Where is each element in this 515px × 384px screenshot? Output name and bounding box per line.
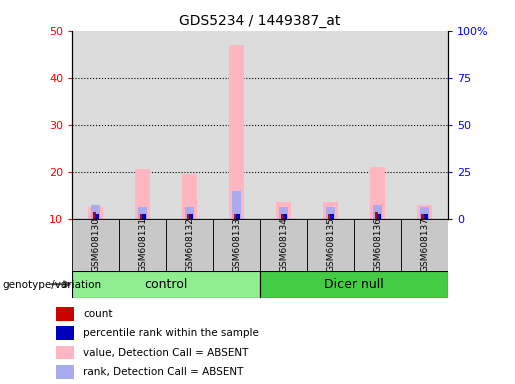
Bar [281, 214, 284, 219]
Title: GDS5234 / 1449387_at: GDS5234 / 1449387_at [179, 14, 341, 28]
Bar [233, 214, 237, 219]
Bar [370, 167, 385, 219]
Text: GSM608134: GSM608134 [279, 217, 288, 272]
Bar [140, 214, 143, 219]
Text: GSM608135: GSM608135 [326, 217, 335, 272]
Text: GSM608130: GSM608130 [91, 217, 100, 272]
Bar [56, 346, 74, 359]
FancyBboxPatch shape [72, 271, 260, 298]
Bar [330, 214, 334, 219]
Text: control: control [144, 278, 188, 291]
Bar [93, 212, 96, 219]
FancyBboxPatch shape [119, 219, 166, 271]
FancyBboxPatch shape [213, 219, 260, 271]
Bar [373, 205, 382, 219]
Bar [323, 202, 338, 219]
Bar [182, 174, 197, 219]
Bar [279, 207, 288, 219]
Bar [276, 202, 291, 219]
FancyBboxPatch shape [166, 219, 213, 271]
Bar [420, 207, 429, 219]
Text: GSM608136: GSM608136 [373, 217, 382, 272]
FancyBboxPatch shape [354, 219, 401, 271]
Text: GSM608137: GSM608137 [420, 217, 429, 272]
Text: GSM608131: GSM608131 [138, 217, 147, 272]
FancyBboxPatch shape [260, 219, 307, 271]
Text: value, Detection Call = ABSENT: value, Detection Call = ABSENT [83, 348, 249, 358]
Bar [283, 214, 287, 219]
Bar [185, 207, 194, 219]
Bar [421, 214, 425, 219]
Bar [377, 214, 381, 219]
Bar [190, 214, 193, 219]
Bar [56, 326, 74, 340]
Text: Dicer null: Dicer null [324, 278, 384, 291]
Bar [56, 307, 74, 321]
Bar [135, 169, 150, 219]
Bar [139, 207, 147, 219]
Bar [417, 205, 432, 219]
Bar [142, 214, 146, 219]
Bar [229, 45, 244, 219]
FancyBboxPatch shape [260, 271, 448, 298]
FancyBboxPatch shape [401, 219, 448, 271]
Text: GSM608132: GSM608132 [185, 217, 194, 272]
Bar [56, 365, 74, 379]
Bar [91, 205, 100, 219]
FancyBboxPatch shape [72, 219, 119, 271]
Bar [327, 207, 335, 219]
Text: count: count [83, 309, 113, 319]
FancyBboxPatch shape [307, 219, 354, 271]
Bar [328, 214, 331, 219]
Text: genotype/variation: genotype/variation [3, 280, 101, 290]
Bar [236, 214, 239, 219]
Bar [374, 212, 378, 219]
Text: GSM608133: GSM608133 [232, 217, 241, 272]
Bar [95, 214, 99, 219]
Bar [232, 191, 241, 219]
Bar [88, 207, 103, 219]
Bar [424, 214, 427, 219]
Text: percentile rank within the sample: percentile rank within the sample [83, 328, 259, 338]
Bar [186, 214, 190, 219]
Text: rank, Detection Call = ABSENT: rank, Detection Call = ABSENT [83, 367, 244, 377]
